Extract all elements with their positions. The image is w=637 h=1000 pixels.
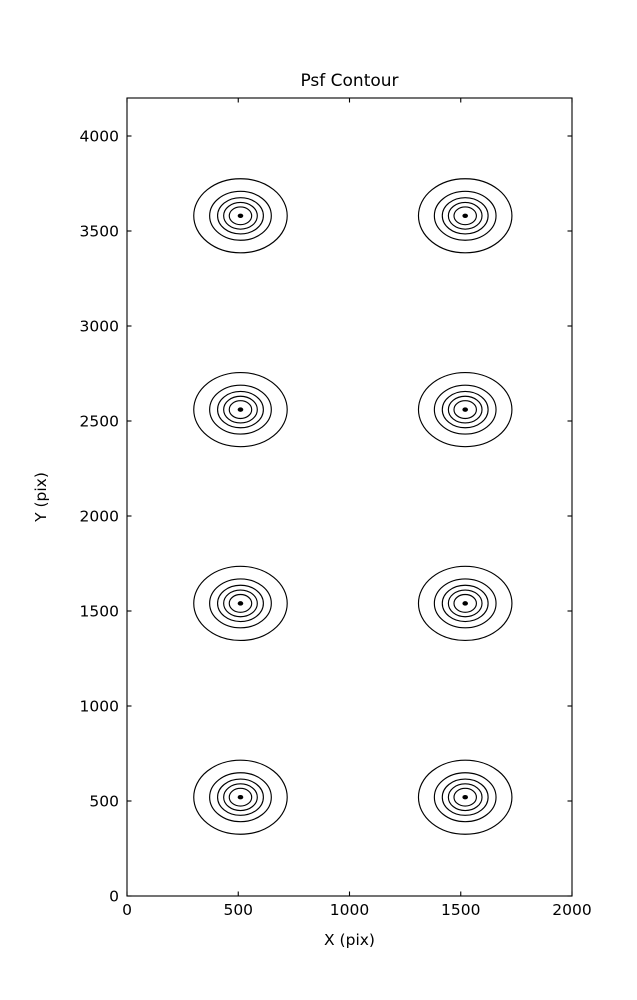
psf-contour-marker [417,178,513,254]
psf-contour-marker [417,565,513,642]
y-tick-label: 500 [89,793,119,811]
x-tick-label: 1000 [330,901,369,919]
plot-area-background [126,97,573,897]
y-tick-label: 1500 [80,603,119,621]
tick-marks [126,98,573,897]
axes-frame [126,97,573,897]
y-tick-label: 4000 [80,128,119,146]
x-tick-label: 0 [122,901,132,919]
y-axis-label: Y (pix) [32,472,50,523]
y-tick-label: 1000 [80,698,119,716]
y-tick-label: 2000 [80,508,119,526]
x-tick-label: 500 [223,901,253,919]
psf-contour-marker [417,759,513,835]
psf-contour-marker [417,371,513,448]
y-tick-label: 3500 [80,223,119,241]
tick-labels: 0 500 1000 1500 2000 0 500 1000 1500 2000 2500 3000… [80,128,592,920]
x-tick-label: 1500 [441,901,480,919]
psf-contour-marker [193,759,288,835]
page-title: Psf Contour [300,71,398,91]
y-tick-label: 2500 [80,413,119,431]
psf-contour-marker [193,565,288,642]
psf-contour-marker [193,178,288,254]
psf-contour-marker [193,371,288,448]
x-axis-label: X (pix) [324,931,375,949]
y-tick-label: 0 [109,888,119,906]
contour-markers [193,178,513,835]
y-tick-label: 3000 [80,318,119,336]
x-tick-label: 2000 [552,901,591,919]
